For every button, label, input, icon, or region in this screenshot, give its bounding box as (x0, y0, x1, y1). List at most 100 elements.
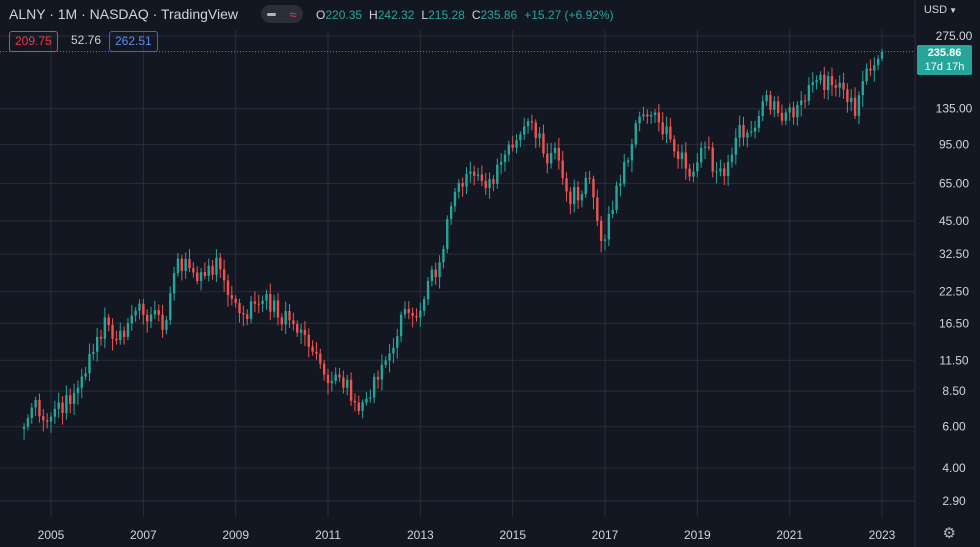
candle-body (773, 101, 776, 110)
candle-body (592, 178, 595, 198)
candle-body (753, 127, 757, 132)
candle-body (342, 377, 345, 388)
candle-body (26, 418, 30, 427)
candle-body (176, 258, 180, 274)
candle-body (230, 295, 234, 299)
candle-body (788, 107, 791, 113)
candle-body (169, 293, 172, 320)
symbol-title[interactable]: ALNY · 1M · NASDAQ · TradingView (9, 6, 239, 22)
candle-body (303, 329, 307, 335)
candle-body (507, 144, 511, 155)
candle-body (126, 323, 130, 337)
candle-body (703, 146, 707, 148)
candle-body (653, 112, 657, 115)
sell-price-button[interactable]: 209.75 (9, 31, 58, 52)
candle-body (142, 303, 145, 315)
gear-icon[interactable]: ⚙ (942, 525, 956, 542)
candle-body (599, 220, 603, 241)
candle-body (434, 269, 437, 278)
candle-body (865, 68, 868, 82)
candle-body (569, 191, 572, 205)
candle-body (30, 407, 33, 419)
close-label: C (471, 8, 481, 22)
currency-selector[interactable]: USD ▼ (924, 4, 957, 16)
candle-body (115, 338, 118, 341)
candle-body (692, 171, 695, 177)
candle-body (172, 273, 176, 294)
candle-body (296, 324, 299, 333)
candle-body (165, 319, 168, 330)
candle-body (876, 58, 880, 66)
candle-body (422, 299, 426, 311)
candle-body (796, 104, 799, 118)
candle-body (715, 171, 718, 173)
candle-body (476, 174, 480, 176)
price-tick-label: 6.00 (942, 420, 966, 434)
candle-body (853, 97, 857, 116)
candle-body (473, 171, 476, 176)
candle-body (207, 265, 210, 276)
candle-body (549, 152, 553, 164)
candle-body (469, 171, 472, 174)
candle-body (484, 180, 487, 189)
candles (22, 48, 884, 440)
candle-body (130, 315, 133, 324)
price-tick-label: 45.00 (939, 214, 969, 228)
candle-body (184, 258, 187, 271)
candle-body (242, 313, 245, 315)
candle-body (453, 191, 457, 207)
candle-body (257, 303, 260, 305)
candle-body (69, 395, 72, 404)
time-axis: 2005 2007 2009 2011 2013 2015 2017 2019 2021 2023 (38, 528, 896, 542)
candle-body (761, 101, 764, 117)
candle-body (665, 126, 668, 135)
candle-body (288, 311, 291, 321)
candle-body (534, 122, 537, 139)
candle-body (465, 173, 468, 187)
spread-value: 52.76 (71, 33, 102, 47)
candle-body (403, 308, 407, 315)
chart-grid (0, 0, 916, 547)
candle-body (519, 134, 522, 141)
candle-body (861, 81, 864, 96)
candle-body (642, 114, 645, 117)
candle-body (261, 300, 264, 304)
candle-body (557, 147, 561, 161)
candle-body (461, 183, 464, 187)
candle-body (442, 248, 445, 263)
candle-body (380, 364, 384, 380)
candle-body (823, 74, 826, 90)
candle-body (307, 334, 310, 347)
candle-body (503, 154, 507, 163)
candle-body (446, 219, 449, 249)
time-tick-label: 2007 (130, 528, 157, 542)
high-label: H (369, 8, 378, 22)
candle-body (149, 314, 153, 322)
candle-body (603, 239, 607, 241)
candle-body (576, 186, 580, 201)
price-tick-label: 4.00 (942, 461, 966, 475)
indicator-toggle[interactable]: ≈ (261, 5, 303, 23)
candle-body (334, 374, 337, 381)
price-tick-label: 32.50 (939, 247, 969, 261)
candle-body (626, 160, 630, 163)
candle-body (661, 122, 664, 135)
buy-price-button[interactable]: 262.51 (109, 31, 158, 52)
candle-body (623, 162, 626, 184)
candle-body (346, 379, 349, 388)
candle-body (734, 137, 737, 155)
candle-body (803, 100, 807, 102)
candle-body (726, 162, 730, 176)
candle-body (38, 399, 41, 417)
open-value: 220.35 (325, 8, 363, 22)
time-tick-label: 2005 (38, 528, 65, 542)
price-tick-label: 2.90 (942, 494, 966, 508)
candle-body (765, 95, 768, 102)
candle-body (372, 376, 376, 398)
candle-body (61, 402, 64, 413)
candle-body (857, 95, 861, 116)
candle-body (680, 152, 684, 160)
time-tick-label: 2023 (869, 528, 896, 542)
candle-body (276, 300, 280, 318)
